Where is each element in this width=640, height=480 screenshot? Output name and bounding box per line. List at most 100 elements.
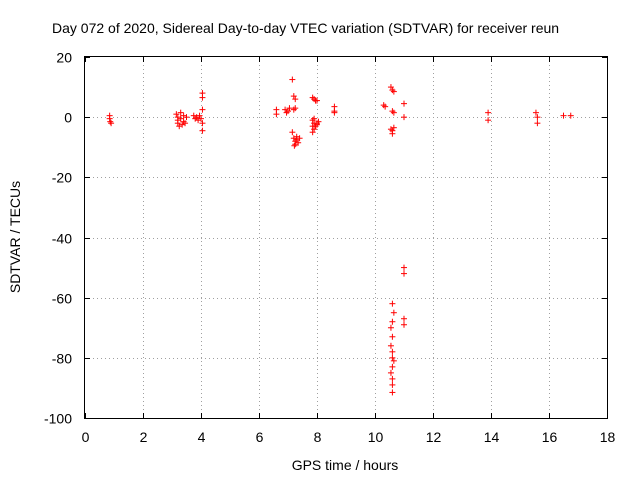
data-point — [389, 389, 396, 396]
x-tick-label: 0 — [82, 429, 90, 445]
data-point — [401, 264, 407, 271]
data-point — [390, 88, 397, 95]
x-tick-label: 4 — [198, 429, 206, 445]
data-point — [389, 354, 396, 361]
data-point — [176, 123, 183, 130]
data-point — [387, 126, 394, 133]
data-point — [107, 118, 114, 125]
data-point — [387, 342, 394, 349]
data-point — [193, 114, 200, 121]
data-point — [387, 84, 394, 91]
data-point — [567, 112, 574, 119]
data-point — [177, 109, 184, 116]
data-point — [389, 300, 396, 307]
x-axis-label: GPS time / hours — [292, 457, 399, 473]
data-point — [283, 109, 290, 116]
data-point — [389, 363, 396, 370]
data-point — [382, 103, 389, 110]
data-point — [315, 118, 322, 125]
data-point — [389, 375, 396, 382]
data-point — [198, 115, 204, 122]
data-point — [401, 114, 407, 121]
data-point — [290, 135, 297, 142]
data-point — [401, 270, 407, 277]
data-point — [389, 108, 396, 115]
x-tick-label: 10 — [368, 429, 384, 445]
axis-ticks: 0 2 4 6 8 10 12 14 16 18 20 0 -20 -40 -60 -80 -100 — [44, 50, 616, 446]
data-point — [390, 309, 397, 316]
data-point — [390, 124, 397, 131]
data-point — [534, 120, 541, 127]
data-point — [401, 100, 407, 107]
y-axis-label: SDTVAR / TECUs — [7, 181, 23, 293]
x-tick-label: 14 — [484, 429, 500, 445]
x-tick-label: 12 — [426, 429, 442, 445]
data-point — [389, 348, 396, 355]
data-point — [390, 109, 397, 116]
data-point — [179, 121, 186, 128]
data-point — [389, 87, 396, 94]
data-point — [286, 105, 293, 112]
x-tick-label: 16 — [542, 429, 558, 445]
data-point — [311, 126, 318, 133]
data-point — [177, 115, 184, 122]
y-tick-label: -40 — [52, 231, 72, 247]
data-point — [401, 315, 407, 322]
chart-title: Day 072 of 2020, Sidereal Day-to-day VTE… — [52, 20, 559, 36]
data-point — [387, 324, 394, 331]
data-point — [312, 123, 319, 130]
data-point — [390, 357, 397, 364]
data-point — [296, 135, 303, 142]
data-point — [331, 109, 338, 116]
data-point — [289, 129, 296, 136]
data-point — [401, 321, 407, 328]
y-tick-label: 20 — [56, 50, 72, 66]
data-point — [199, 120, 206, 127]
data-point — [199, 127, 206, 134]
data-point — [295, 139, 302, 146]
data-point — [290, 93, 297, 100]
x-tick-label: 8 — [314, 429, 322, 445]
data-point — [485, 117, 492, 124]
x-tick-label: 6 — [256, 429, 264, 445]
data-point — [311, 96, 318, 103]
data-point — [389, 333, 396, 340]
data-point — [285, 108, 291, 115]
data-point — [292, 105, 299, 112]
data-point — [106, 115, 113, 122]
x-tick-label: 2 — [140, 429, 148, 445]
data-point — [108, 120, 115, 127]
data-point — [311, 115, 318, 122]
x-tick-label: 18 — [600, 429, 616, 445]
data-point — [560, 112, 567, 119]
y-tick-label: -100 — [44, 411, 72, 427]
data-point — [309, 129, 316, 136]
data-point — [309, 94, 316, 101]
data-point — [314, 97, 320, 104]
data-point — [273, 111, 280, 118]
grid-lines — [85, 57, 607, 418]
data-point — [485, 109, 492, 116]
data-point — [532, 109, 539, 116]
data-point — [290, 106, 297, 113]
data-point — [293, 133, 300, 140]
data-point — [292, 141, 299, 148]
data-point — [180, 118, 187, 125]
data-point — [314, 121, 320, 128]
y-tick-label: -80 — [52, 351, 72, 367]
data-point — [182, 120, 189, 127]
data-point — [199, 94, 206, 101]
data-point — [292, 96, 299, 103]
data-point — [199, 106, 206, 113]
data-point — [192, 115, 199, 122]
data-point — [389, 318, 396, 325]
data-point — [389, 130, 396, 137]
y-tick-label: 0 — [64, 110, 72, 126]
plot-frame — [84, 56, 608, 419]
data-point — [196, 112, 203, 119]
data-point — [282, 106, 289, 113]
data-points — [106, 76, 574, 396]
data-point — [183, 114, 190, 121]
data-point — [389, 381, 396, 388]
